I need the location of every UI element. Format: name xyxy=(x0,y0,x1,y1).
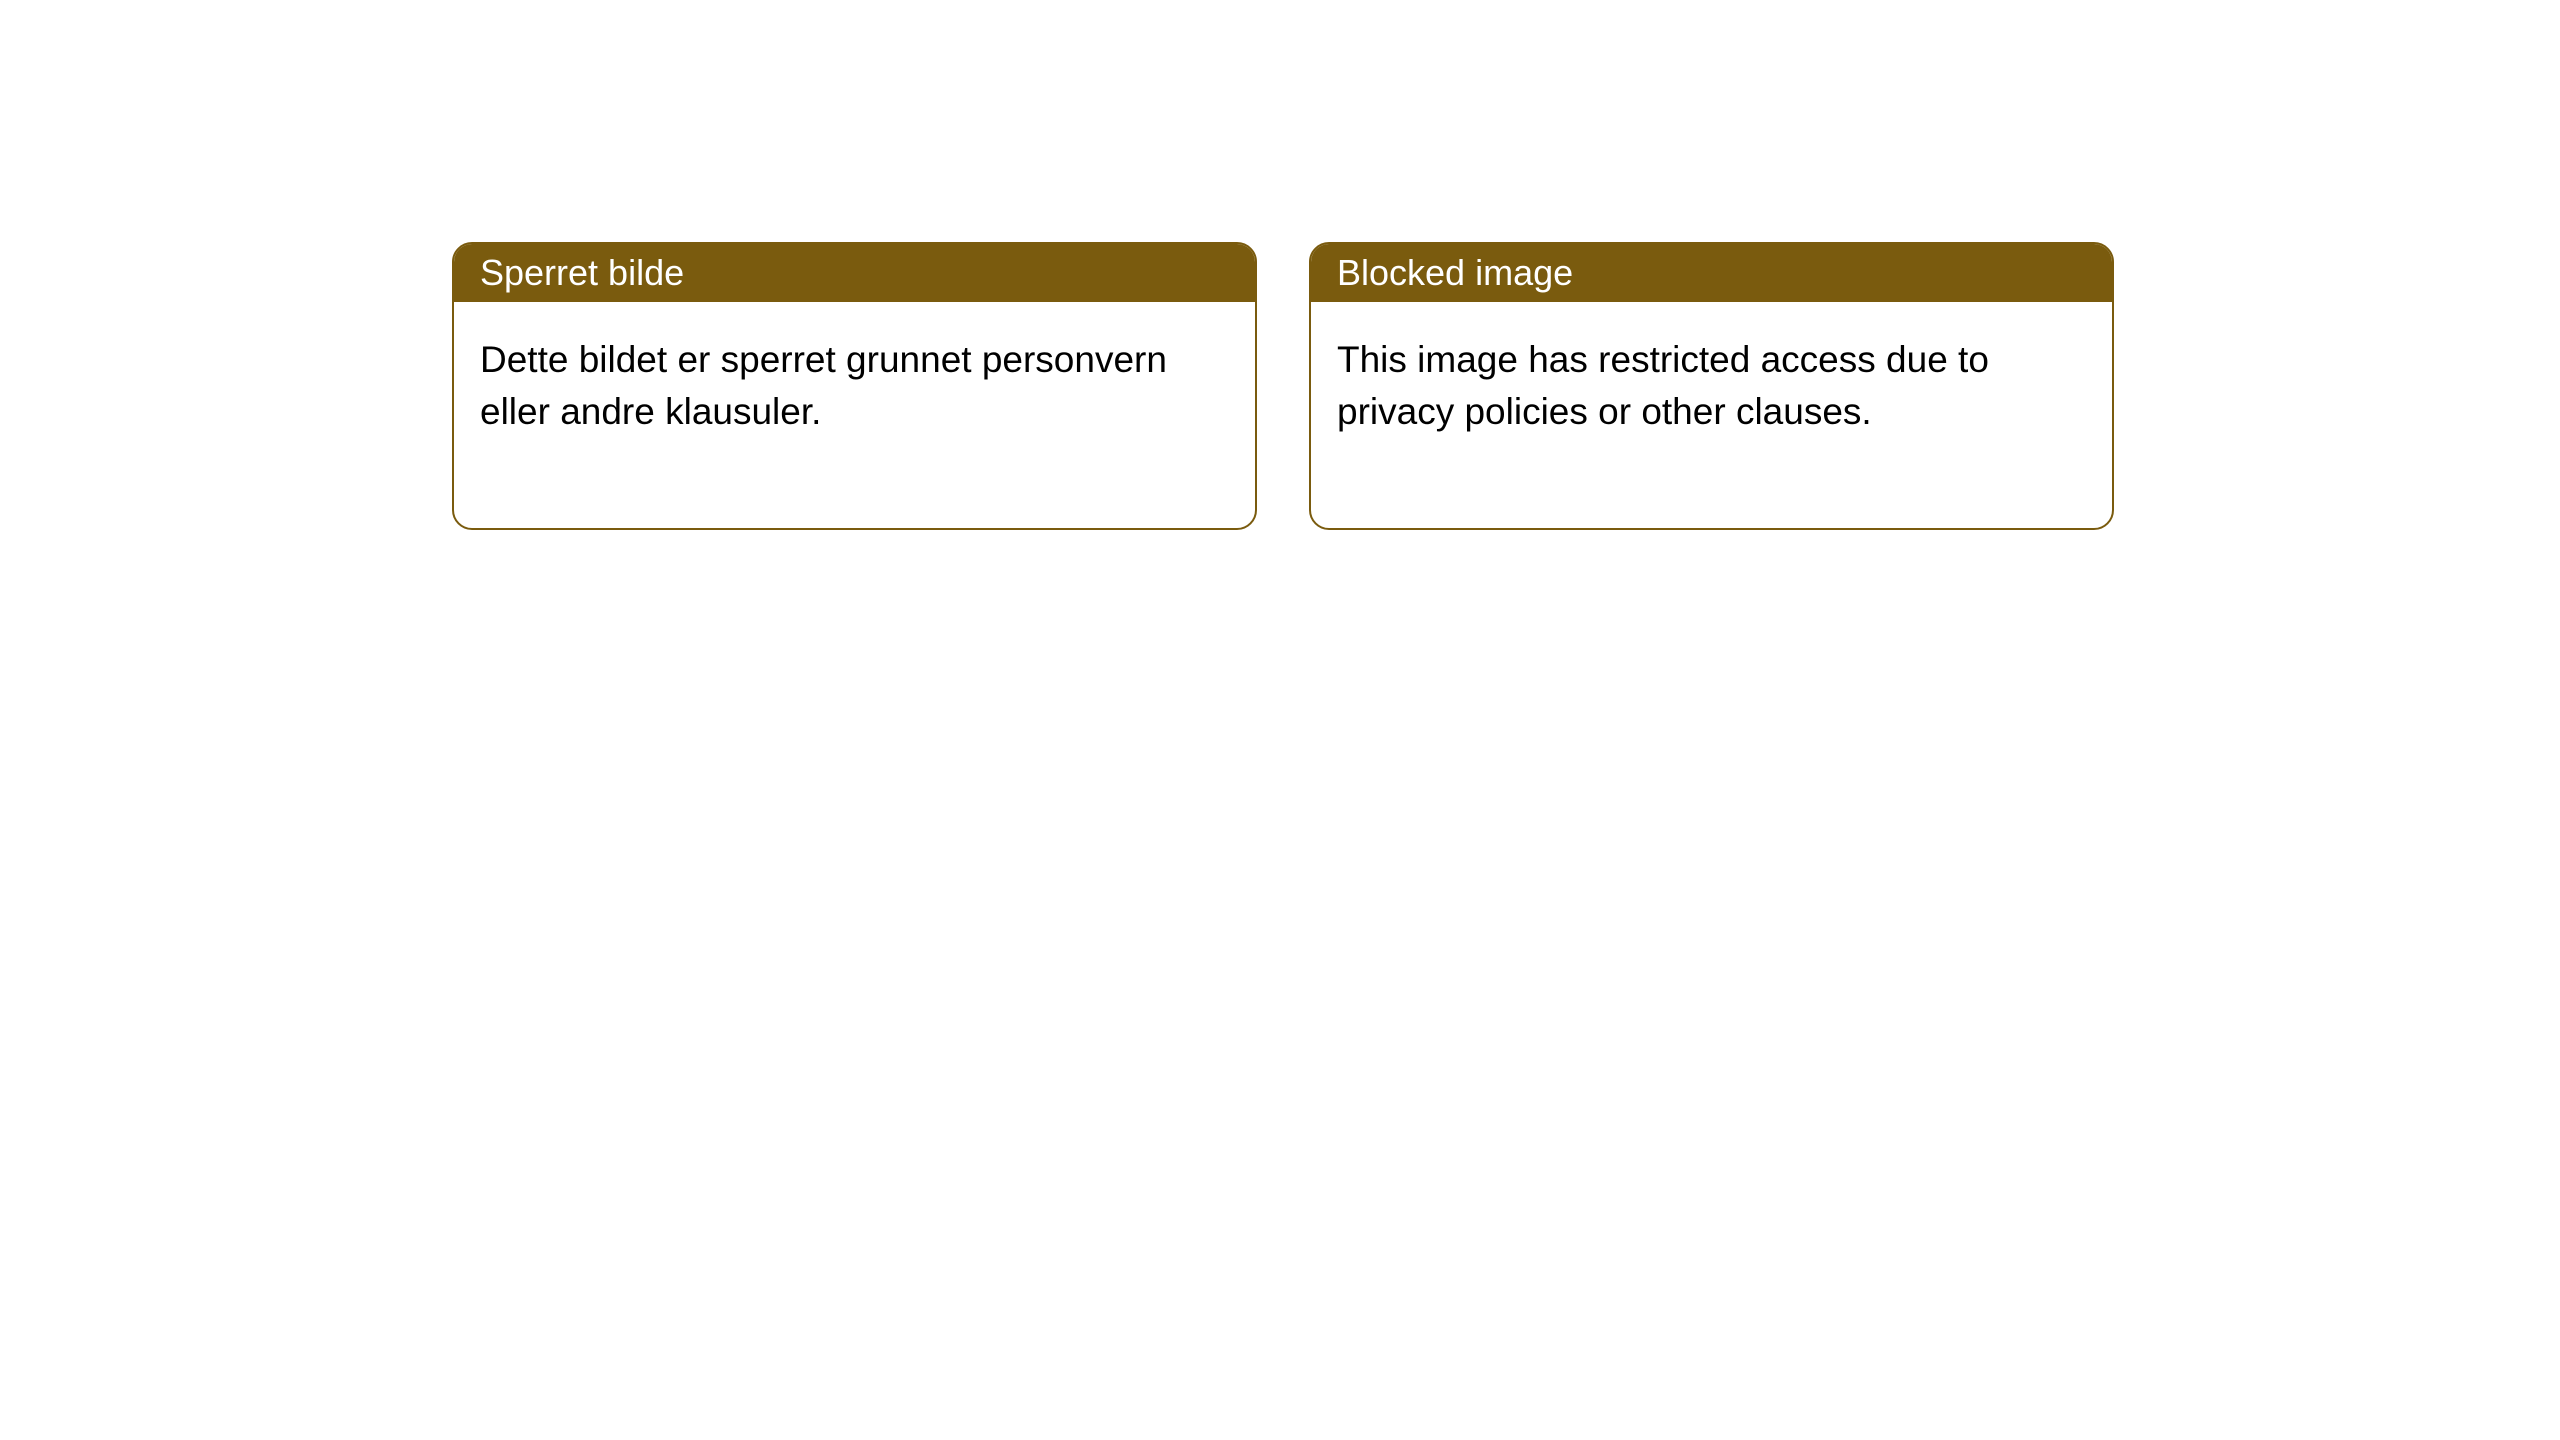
card-title: Blocked image xyxy=(1337,252,1573,293)
card-title: Sperret bilde xyxy=(480,252,684,293)
card-body: This image has restricted access due to … xyxy=(1311,302,2112,528)
card-body-text: Dette bildet er sperret grunnet personve… xyxy=(480,339,1167,432)
notice-cards-container: Sperret bilde Dette bildet er sperret gr… xyxy=(0,0,2560,530)
card-body-text: This image has restricted access due to … xyxy=(1337,339,1989,432)
notice-card-norwegian: Sperret bilde Dette bildet er sperret gr… xyxy=(452,242,1257,530)
card-header: Blocked image xyxy=(1311,244,2112,302)
notice-card-english: Blocked image This image has restricted … xyxy=(1309,242,2114,530)
card-body: Dette bildet er sperret grunnet personve… xyxy=(454,302,1255,528)
card-header: Sperret bilde xyxy=(454,244,1255,302)
